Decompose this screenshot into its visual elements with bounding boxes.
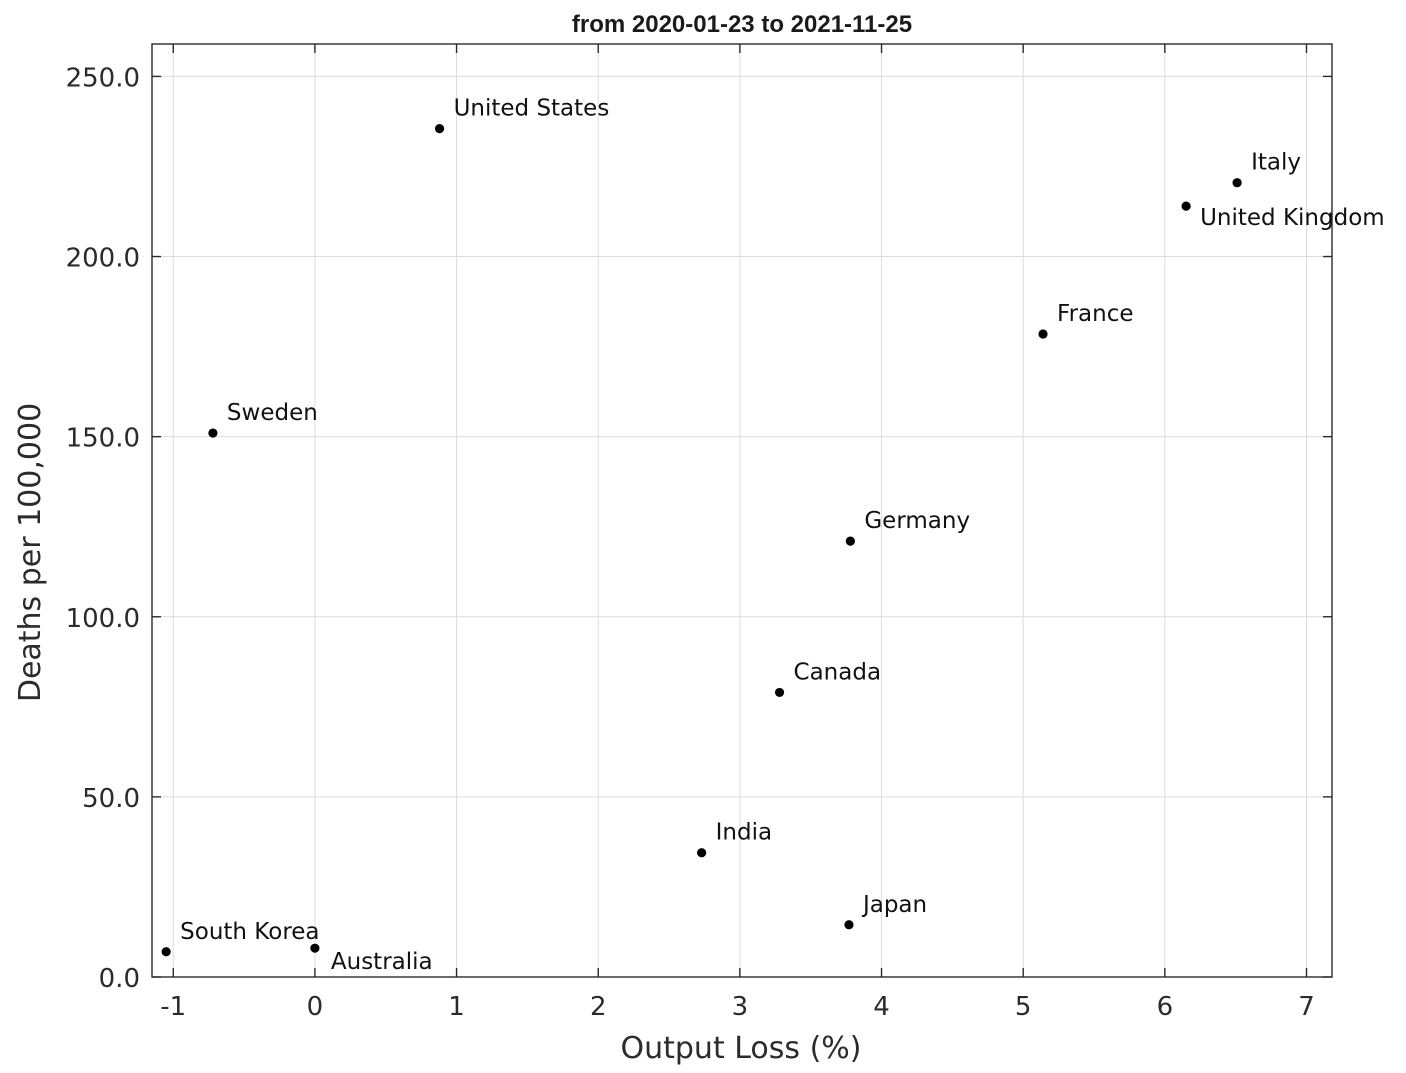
data-point (434, 124, 445, 134)
point-label: Canada (794, 659, 882, 685)
point-label: Germany (864, 508, 970, 534)
point-label: Sweden (227, 400, 318, 426)
x-tick-label: 4 (873, 992, 890, 1022)
x-tick-label: 1 (448, 992, 465, 1022)
data-point (208, 428, 218, 438)
plot-frame (151, 43, 1333, 978)
data-point (697, 848, 707, 858)
data-point (774, 687, 785, 698)
x-axis-label: Output Loss (%) (621, 1031, 862, 1066)
point-label: United States (454, 96, 610, 122)
data-point (161, 947, 171, 957)
x-tick-label: 0 (307, 992, 324, 1022)
y-tick-label: 100.0 (66, 604, 140, 634)
tick-layer: -1 0 1 2 3 4 5 6 7 0.0 50.0 100.0 150.0 200.0 250.0 (66, 44, 1332, 1022)
data-point (1232, 178, 1242, 188)
y-tick-label: 150.0 (66, 424, 140, 454)
point-label: Japan (861, 892, 927, 918)
point-label: South Korea (180, 919, 319, 945)
data-point (844, 920, 854, 930)
chart-title: from 2020-01-23 to 2021-11-25 (572, 11, 912, 38)
x-tick-label: 5 (1015, 992, 1032, 1022)
point-label: France (1057, 301, 1133, 327)
data-point (310, 943, 320, 953)
point-label: India (716, 820, 772, 846)
y-tick-label: 0.0 (99, 964, 140, 994)
grid-layer (152, 44, 1332, 978)
y-tick-label: 50.0 (82, 784, 140, 814)
y-tick-label: 250.0 (66, 63, 140, 93)
data-point (1038, 329, 1048, 339)
x-tick-label: 7 (1298, 992, 1315, 1022)
point-label: United Kingdom (1200, 205, 1385, 231)
point-label: Italy (1251, 150, 1301, 176)
point-label: Australia (331, 949, 433, 975)
x-tick-label: 3 (732, 992, 749, 1022)
data-point (845, 536, 855, 546)
x-tick-label: 2 (590, 992, 607, 1022)
x-tick-label: -1 (160, 992, 186, 1022)
x-tick-label: 6 (1157, 992, 1174, 1022)
y-tick-label: 200.0 (66, 244, 140, 274)
data-point (1181, 201, 1191, 211)
points-layer: United States Italy United Kingdom France Sw… (161, 96, 1385, 975)
y-axis-label: Deaths per 100,000 (13, 403, 48, 702)
